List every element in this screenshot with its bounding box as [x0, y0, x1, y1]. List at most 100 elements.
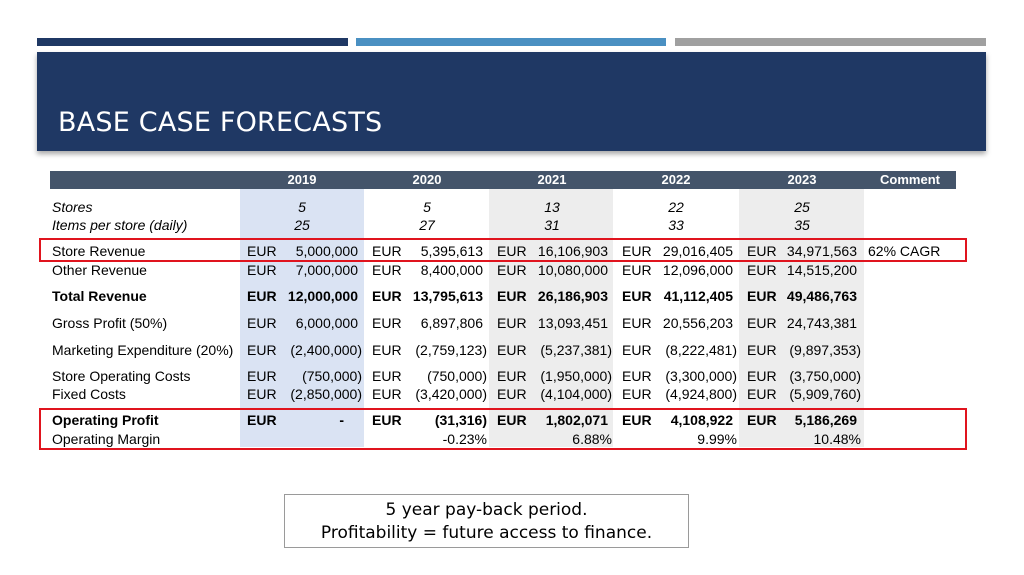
column-band-2023 — [739, 189, 864, 447]
header-year-2020: 2020 — [412, 172, 442, 187]
cell-value: (4,924,800) — [665, 386, 737, 402]
currency-label: EUR — [497, 243, 527, 259]
cell-value: 49,486,763 — [786, 288, 857, 304]
cell-value: 5 — [298, 199, 306, 215]
currency-label: EUR — [497, 412, 527, 428]
currency-label: EUR — [622, 262, 652, 278]
currency-label: EUR — [622, 243, 652, 259]
header-year-2019: 2019 — [287, 172, 317, 187]
currency-label: EUR — [622, 315, 652, 331]
header-year-2022: 2022 — [661, 172, 691, 187]
cell-value: 26,186,903 — [537, 288, 608, 304]
cell-value: 6.88% — [572, 431, 612, 447]
cell-value: 5 — [423, 199, 431, 215]
cell-value: - — [339, 412, 344, 428]
cell-value: (3,300,000) — [665, 368, 737, 384]
cell-value: 12,000,000 — [287, 288, 358, 304]
currency-label: EUR — [622, 386, 652, 402]
cell-value: 16,106,903 — [537, 243, 608, 259]
currency-label: EUR — [497, 368, 527, 384]
cell-value: (3,420,000) — [415, 386, 487, 402]
row-label: Operating Margin — [52, 431, 161, 447]
currency-label: EUR — [372, 386, 402, 402]
cell-value: 25 — [294, 217, 310, 233]
cell-value: (4,104,000) — [540, 386, 612, 402]
currency-label: EUR — [497, 342, 527, 358]
cell-value: (3,750,000) — [789, 368, 861, 384]
row-label: Marketing Expenditure (20%) — [52, 342, 234, 358]
cell-value: (9,897,353) — [789, 342, 861, 358]
currency-label: EUR — [747, 288, 777, 304]
cell-value: 22 — [668, 199, 684, 215]
cell-value: 13 — [544, 199, 560, 215]
cell-value: 13,795,613 — [412, 288, 483, 304]
row-label: Total Revenue — [52, 288, 147, 304]
cell-value: (1,950,000) — [540, 368, 612, 384]
header-year-2023: 2023 — [787, 172, 817, 187]
cell-value: 20,556,203 — [662, 315, 733, 331]
currency-label: EUR — [747, 315, 777, 331]
table-row-marketing: Marketing Expenditure (20%) EUR (2,400,0… — [0, 342, 1024, 358]
cell-value: 7,000,000 — [295, 262, 358, 278]
cell-value: 10,080,000 — [537, 262, 608, 278]
currency-label: EUR — [497, 315, 527, 331]
cell-value: 27 — [419, 217, 435, 233]
cell-value: 12,096,000 — [662, 262, 733, 278]
currency-label: EUR — [747, 262, 777, 278]
row-label: Stores — [52, 199, 93, 215]
currency-label: EUR — [247, 262, 277, 278]
currency-label: EUR — [247, 342, 277, 358]
currency-label: EUR — [747, 243, 777, 259]
currency-label: EUR — [747, 386, 777, 402]
row-label: Fixed Costs — [52, 386, 126, 402]
currency-label: EUR — [247, 368, 277, 384]
cell-value: 29,016,405 — [662, 243, 733, 259]
table-row-gross-profit: Gross Profit (50%) EUR 6,000,000 EUR 6,8… — [0, 315, 1024, 331]
cell-value: 34,971,563 — [786, 243, 857, 259]
table-row-operating-profit: Operating Profit EUR - EUR (31,316) EUR … — [0, 412, 1024, 428]
highlight-box-store-revenue — [39, 238, 967, 262]
table-header-row — [50, 171, 956, 189]
cell-value: 31 — [544, 217, 560, 233]
cell-value: (2,400,000) — [290, 342, 362, 358]
cell-value: 24,743,381 — [786, 315, 857, 331]
table-row-store-operating-costs: Store Operating Costs EUR (750,000) EUR … — [0, 368, 1024, 384]
currency-label: EUR — [247, 412, 277, 428]
cell-value: (31,316) — [434, 412, 487, 428]
currency-label: EUR — [247, 315, 277, 331]
cell-value: 1,802,071 — [545, 412, 608, 428]
cell-value: 35 — [794, 217, 810, 233]
cell-value: (750,000) — [302, 368, 362, 384]
highlight-box-operating-profit — [39, 408, 967, 450]
accent-stripe-dark — [37, 38, 348, 46]
accent-stripe-blue — [356, 38, 666, 46]
header-year-2021: 2021 — [537, 172, 567, 187]
currency-label: EUR — [622, 342, 652, 358]
currency-label: EUR — [497, 288, 527, 304]
currency-label: EUR — [622, 288, 652, 304]
currency-label: EUR — [372, 342, 402, 358]
cell-value: 10.48% — [813, 431, 861, 447]
table-row-other-revenue: Other Revenue EUR 7,000,000 EUR 8,400,00… — [0, 262, 1024, 278]
cell-value: 33 — [668, 217, 684, 233]
cell-value: (8,222,481) — [665, 342, 737, 358]
cell-value: -0.23% — [442, 431, 487, 447]
accent-stripe-grey — [675, 38, 986, 46]
cell-value: 41,112,405 — [663, 288, 733, 304]
cell-value: (2,759,123) — [415, 342, 487, 358]
table-row-store-revenue: Store Revenue EUR 5,000,000 EUR 5,395,61… — [0, 243, 1024, 259]
currency-label: EUR — [247, 243, 277, 259]
slide-title: BASE CASE FORECASTS — [58, 107, 383, 138]
cell-value: 13,093,451 — [537, 315, 608, 331]
table-row-fixed-costs: Fixed Costs EUR (2,850,000) EUR (3,420,0… — [0, 386, 1024, 402]
column-band-2021 — [489, 189, 613, 447]
cell-value: (750,000) — [427, 368, 487, 384]
row-label: Items per store (daily) — [52, 217, 188, 233]
note-line-2: Profitability = future access to finance… — [320, 523, 653, 543]
currency-label: EUR — [497, 262, 527, 278]
currency-label: EUR — [747, 368, 777, 384]
table-row-total-revenue: Total Revenue EUR 12,000,000 EUR 13,795,… — [0, 288, 1024, 304]
row-label: Other Revenue — [52, 262, 147, 278]
table-row-stores: Stores 5 5 13 22 25 — [0, 199, 1024, 215]
cell-value: 4,108,922 — [670, 412, 733, 428]
